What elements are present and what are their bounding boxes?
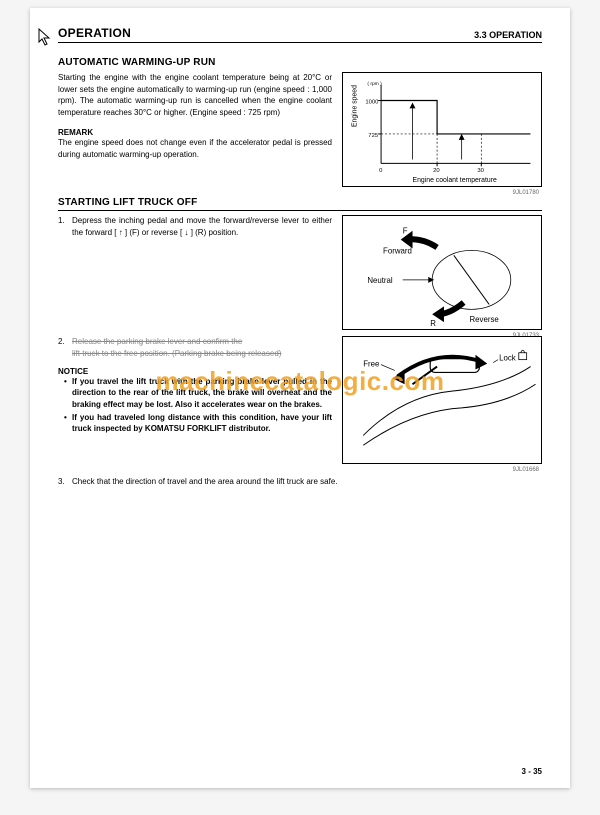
step2: 2. Release the parking brake lever and c… bbox=[58, 336, 332, 359]
fig-forward: Forward bbox=[383, 246, 412, 255]
chart-xtick20: 20 bbox=[433, 168, 440, 174]
notice-b1: • If you travel the lift truck with the … bbox=[64, 376, 332, 410]
header-subsection: 3.3 OPERATION bbox=[474, 30, 542, 40]
bullet-icon: • bbox=[64, 376, 72, 410]
brake-lever-diagram: Free Lock 9JL01668 bbox=[342, 336, 542, 464]
fig-free: Free bbox=[363, 360, 380, 369]
fig-r: R bbox=[430, 319, 436, 328]
step3-num: 3. bbox=[58, 476, 72, 488]
step2-text: Release the parking brake lever and conf… bbox=[72, 336, 281, 359]
step2-num: 2. bbox=[58, 336, 72, 359]
section1-content: Starting the engine with the engine cool… bbox=[58, 72, 542, 187]
notice-b2-text: If you had traveled long distance with t… bbox=[72, 412, 332, 434]
step3-text: Check that the direction of travel and t… bbox=[72, 476, 337, 488]
fig-lock: Lock bbox=[499, 354, 516, 363]
section2-title: STARTING LIFT TRUCK OFF bbox=[58, 197, 542, 211]
step3: 3. Check that the direction of travel an… bbox=[58, 476, 338, 488]
figure3-id: 9JL01668 bbox=[513, 467, 539, 473]
header-section: OPERATION bbox=[58, 26, 131, 40]
step1-num: 1. bbox=[58, 215, 72, 238]
figure1-id: 9JL01780 bbox=[513, 190, 539, 196]
fig-neutral: Neutral bbox=[367, 276, 393, 285]
step2-line2: lift truck to the free position. (Parkin… bbox=[72, 349, 281, 358]
page-header: OPERATION 3.3 OPERATION bbox=[58, 26, 542, 43]
step2-row: 2. Release the parking brake lever and c… bbox=[58, 336, 542, 464]
chart-xtick0: 0 bbox=[379, 168, 383, 174]
section1-title: AUTOMATIC WARMING-UP RUN bbox=[58, 57, 542, 68]
chart-yunit: ( rpm ) bbox=[367, 81, 382, 87]
step1-row: 1. Depress the inching pedal and move th… bbox=[58, 215, 542, 330]
step2-obscured: Release the parking brake lever and conf… bbox=[72, 337, 242, 346]
step1: 1. Depress the inching pedal and move th… bbox=[58, 215, 332, 238]
section1-para: Starting the engine with the engine cool… bbox=[58, 72, 332, 118]
notice-b2: • If you had traveled long distance with… bbox=[64, 412, 332, 434]
engine-speed-chart: Engine speed ( rpm ) 1000 725 0 20 30 En… bbox=[342, 72, 542, 187]
remark-label: REMARK bbox=[58, 128, 332, 137]
fig-f: F bbox=[403, 227, 408, 236]
remark-text: The engine speed does not change even if… bbox=[58, 137, 332, 160]
chart-xtick30: 30 bbox=[477, 168, 484, 174]
fig-reverse: Reverse bbox=[470, 315, 500, 324]
page-number: 3 - 35 bbox=[522, 767, 542, 776]
notice-b1-text: If you travel the lift truck with the pa… bbox=[72, 376, 332, 410]
step1-text: Depress the inching pedal and move the f… bbox=[72, 215, 332, 238]
chart-ylabel: Engine speed bbox=[352, 85, 359, 127]
document-page: OPERATION 3.3 OPERATION AUTOMATIC WARMIN… bbox=[30, 8, 570, 788]
lever-diagram: F Forward Neutral R Reverse 9JL01733 bbox=[342, 215, 542, 330]
chart-xlabel: Engine coolant temperature bbox=[413, 177, 497, 184]
bullet-icon: • bbox=[64, 412, 72, 434]
chart-ytick-high: 1000 bbox=[365, 99, 379, 105]
notice-label: NOTICE bbox=[58, 367, 332, 376]
chart-ytick-low: 725 bbox=[368, 133, 379, 139]
